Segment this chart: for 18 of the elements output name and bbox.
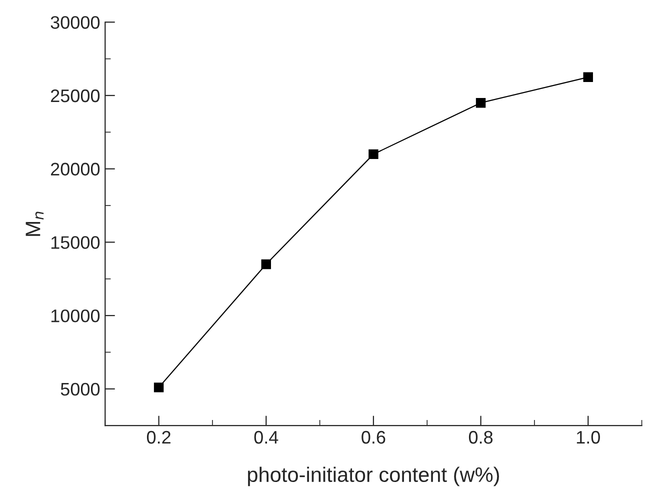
x-axis-title: photo-initiator content (w%) (248, 466, 499, 486)
point (583, 72, 593, 82)
x-tick-label: 0.2 (146, 430, 170, 444)
x-tick-label: 0.8 (468, 430, 493, 444)
y-tick-label: 15000 (51, 236, 100, 249)
point (476, 98, 486, 108)
x-tick-label: 0.4 (254, 430, 278, 444)
y-tick-label: 5000 (60, 382, 100, 396)
point (261, 259, 271, 270)
point (154, 382, 164, 392)
y-tick-label: 25000 (50, 89, 100, 102)
x-tick-label: 0.6 (362, 430, 386, 444)
y-tick-label: 30000 (50, 16, 100, 29)
x-tick-label: 1.0 (576, 430, 600, 444)
y-axis-title: M$_{n}$ (26, 212, 44, 236)
y-tick-label: 10000 (51, 309, 100, 322)
point (368, 149, 378, 160)
y-tick-label: 20000 (50, 162, 100, 176)
